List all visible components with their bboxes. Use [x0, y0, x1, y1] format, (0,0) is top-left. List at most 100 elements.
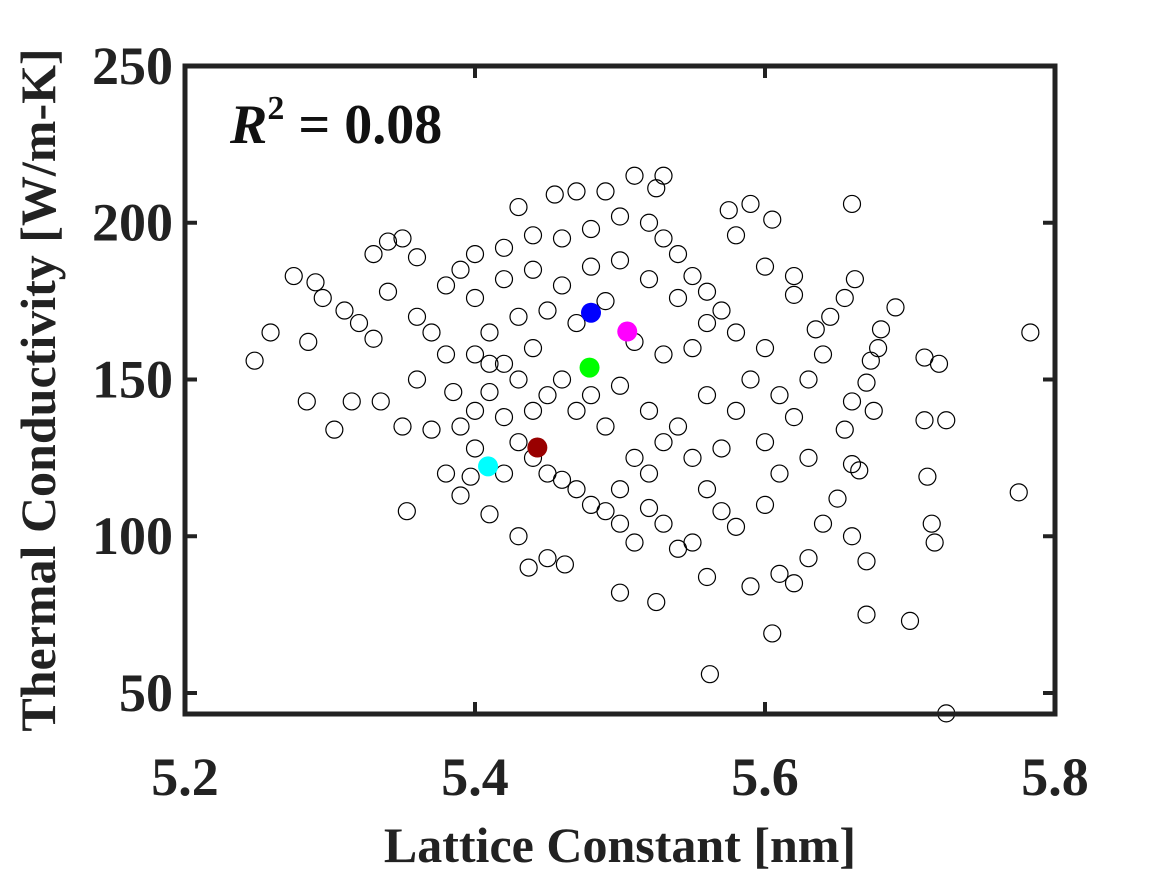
- point: [407, 370, 427, 389]
- point: [683, 448, 702, 467]
- point: [567, 480, 586, 499]
- point: [712, 301, 731, 320]
- point: [625, 166, 644, 185]
- x-tick-label: 5.4: [441, 747, 509, 807]
- point: [610, 583, 630, 602]
- point: [610, 207, 630, 226]
- point: [654, 229, 673, 248]
- point: [835, 288, 854, 308]
- point: [436, 345, 456, 364]
- annotation-rest: = 0.08: [298, 94, 442, 156]
- point: [755, 339, 775, 358]
- point: [712, 439, 731, 458]
- point: [763, 624, 782, 643]
- point: [610, 376, 630, 395]
- point: [835, 420, 854, 439]
- point: [422, 323, 441, 342]
- point: [857, 552, 876, 571]
- point: [726, 226, 746, 245]
- point: [465, 288, 485, 308]
- point: [313, 288, 332, 308]
- point: [480, 323, 499, 342]
- highlight-point: [527, 437, 548, 458]
- point: [799, 549, 818, 568]
- point: [625, 448, 644, 467]
- point: [610, 480, 630, 499]
- point: [741, 194, 760, 214]
- point: [719, 201, 738, 220]
- point: [494, 408, 514, 427]
- point: [465, 345, 485, 364]
- point: [567, 182, 586, 201]
- point: [538, 301, 557, 320]
- point: [857, 373, 876, 392]
- y-tick-label: 200: [92, 193, 173, 253]
- point: [755, 495, 775, 514]
- y-tick-label: 50: [119, 663, 173, 723]
- point: [726, 517, 746, 536]
- point: [937, 411, 956, 430]
- point: [799, 448, 818, 467]
- point: [371, 392, 390, 411]
- point: [683, 266, 702, 286]
- point: [697, 386, 717, 405]
- x-axis-label: Lattice Constant [nm]: [384, 817, 856, 873]
- point: [915, 348, 934, 367]
- point: [335, 301, 354, 320]
- point: [465, 244, 485, 264]
- point: [436, 276, 456, 295]
- point: [509, 527, 528, 546]
- x-tick-label: 5.8: [1021, 747, 1089, 807]
- highlight-point: [579, 357, 600, 378]
- point: [842, 455, 862, 474]
- point: [726, 401, 746, 420]
- point: [378, 232, 398, 251]
- point: [1009, 483, 1028, 502]
- annotation-superscript: 2: [267, 90, 284, 127]
- x-tick-label: 5.2: [151, 747, 219, 807]
- point: [868, 339, 888, 358]
- point: [763, 210, 782, 229]
- point: [639, 464, 659, 483]
- x-tick-label: 5.6: [731, 747, 799, 807]
- point: [407, 307, 427, 326]
- point: [297, 392, 316, 411]
- point: [364, 329, 383, 348]
- point: [700, 665, 720, 684]
- point: [451, 486, 470, 505]
- point: [567, 401, 586, 420]
- point: [784, 574, 804, 593]
- point: [364, 244, 383, 264]
- point: [871, 320, 891, 339]
- point: [654, 514, 673, 533]
- point: [480, 382, 499, 402]
- point: [697, 480, 717, 499]
- point: [654, 433, 673, 452]
- point: [842, 392, 862, 411]
- point: [509, 307, 528, 326]
- point: [545, 185, 564, 204]
- point: [625, 533, 644, 552]
- point: [306, 273, 325, 292]
- point: [639, 401, 659, 420]
- point: [523, 401, 543, 420]
- point: [494, 354, 514, 373]
- annotation: R2 = 0.08: [229, 90, 442, 156]
- point: [784, 408, 804, 427]
- point: [857, 605, 876, 624]
- point: [509, 370, 528, 389]
- point: [325, 420, 344, 439]
- point: [770, 464, 789, 483]
- point: [922, 514, 941, 533]
- point: [842, 194, 862, 214]
- plot-frame: [182, 63, 1058, 717]
- point: [538, 549, 557, 568]
- point: [494, 238, 514, 257]
- point: [523, 226, 543, 245]
- point: [828, 489, 847, 508]
- point: [726, 323, 746, 342]
- point: [451, 260, 470, 279]
- point: [465, 401, 485, 420]
